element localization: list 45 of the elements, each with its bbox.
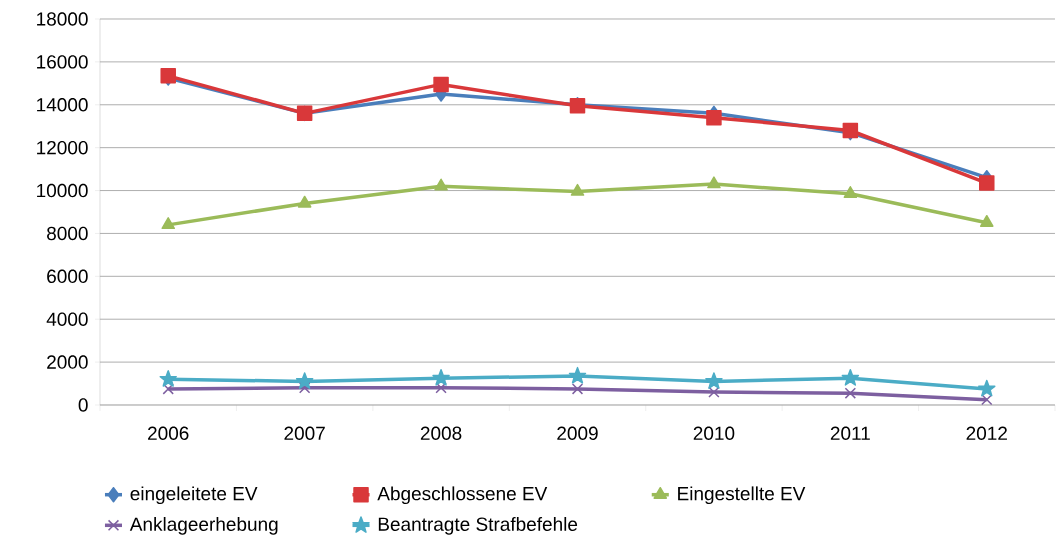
legend-label: Abgeschlossene EV	[377, 486, 548, 505]
point	[298, 382, 311, 394]
x-tick-label: 2012	[966, 426, 1007, 440]
legend-label: eingeleitete EV	[130, 486, 258, 505]
x-tick-label: 2007	[284, 426, 325, 440]
point	[432, 369, 450, 386]
y-tick-label: 18000	[37, 12, 88, 26]
point	[843, 186, 858, 199]
x-tick-label: 2010	[693, 426, 735, 440]
point	[162, 383, 174, 395]
point	[433, 76, 449, 93]
point	[297, 195, 312, 208]
point	[844, 387, 857, 399]
y-tick-label: 8000	[47, 226, 88, 241]
legend-label: Beantragte Strafbefehle	[378, 517, 578, 535]
y-tick-label: 6000	[47, 269, 88, 284]
x-tick-label: 2006	[148, 426, 189, 440]
y-tick-label: 14000	[37, 98, 88, 112]
point	[705, 372, 723, 389]
point	[295, 372, 314, 389]
x-tick-label: 2008	[420, 426, 462, 440]
point	[979, 214, 994, 227]
point	[434, 178, 448, 191]
point	[979, 175, 995, 191]
legend-label: Anklageerhebung	[129, 517, 278, 535]
point	[570, 183, 585, 196]
legend-label: Eingestellte EV	[678, 486, 806, 505]
point	[435, 382, 447, 394]
y-tick-label: 2000	[47, 355, 88, 369]
y-tick-label: 4000	[46, 312, 88, 326]
point	[571, 383, 584, 395]
point	[978, 379, 996, 397]
y-tick-label: 16000	[37, 55, 88, 69]
point	[707, 176, 721, 189]
y-tick-label: 12000	[37, 140, 88, 155]
point	[706, 109, 722, 126]
point	[568, 366, 587, 384]
point	[159, 370, 177, 387]
point	[708, 386, 720, 398]
x-tick-label: 2011	[830, 426, 870, 440]
x-tick-label: 2009	[557, 426, 598, 440]
y-tick-label: 10000	[37, 183, 88, 198]
y-tick-label: 0	[78, 398, 88, 412]
point	[161, 217, 176, 230]
point	[841, 369, 860, 386]
